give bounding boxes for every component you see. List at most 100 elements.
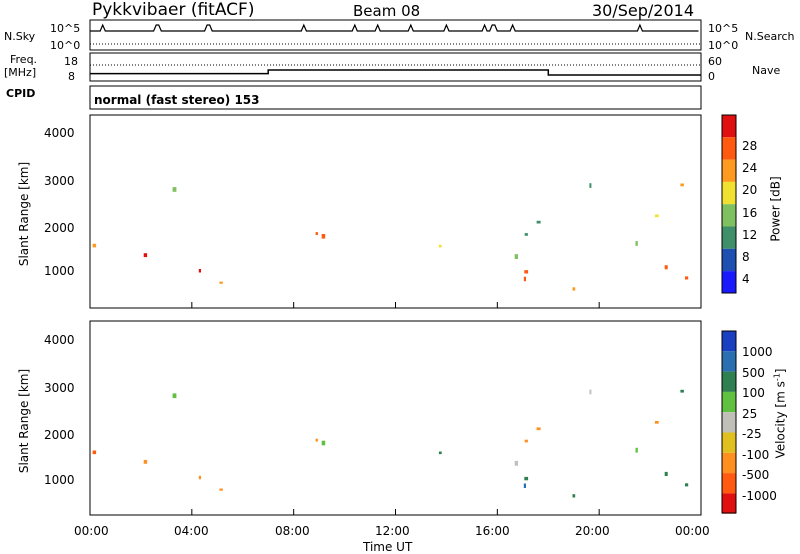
vel-cbar-tick: 500: [742, 366, 765, 380]
x-tick: 20:00: [575, 524, 610, 538]
power-colorbar-swatch: [722, 248, 736, 272]
power-colorbar-swatch: [722, 181, 736, 205]
vel-cbar-tick: -1000: [742, 489, 777, 503]
freq-unit-label: [MHz]: [4, 66, 37, 79]
beam-label: Beam 08: [353, 2, 421, 20]
x-tick: 00:00: [675, 524, 710, 538]
power-colorbar-frame: [721, 114, 737, 294]
velocity-cell: [219, 488, 223, 491]
power-cbar-tick: 24: [742, 161, 758, 175]
velocity-colorbar-swatch: [722, 371, 736, 392]
colorbars: [722, 115, 736, 514]
x-tick: 00:00: [74, 524, 109, 538]
x-tick: 12:00: [375, 524, 410, 538]
power-cell: [536, 220, 541, 224]
nsky-tick-bottom: 10^0: [50, 39, 81, 52]
power-panel: [92, 183, 689, 291]
nsearch-tick-top: 10^5: [708, 22, 739, 35]
velocity-cell: [685, 483, 689, 487]
power-colorbar-swatch: [722, 271, 736, 294]
velocity-cell: [523, 483, 526, 488]
power-ytick: 4000: [44, 126, 75, 140]
power-cell: [572, 287, 576, 291]
freq-tick-top: 18: [64, 55, 78, 68]
velocity-colorbar-swatch: [722, 351, 736, 372]
power-cell: [92, 243, 97, 248]
panel-frame: [89, 114, 702, 309]
power-cbar-tick: 16: [742, 206, 758, 220]
velocity-cell: [589, 389, 592, 395]
vel-cbar-tick: -500: [742, 468, 770, 482]
panel-frame: [89, 19, 702, 51]
velocity-colorbar-swatch: [722, 432, 736, 453]
panel-frame: [89, 52, 702, 82]
vel-ytick: 4000: [44, 333, 75, 347]
power-cbar-tick: 20: [742, 183, 758, 197]
velocity-colorbar-swatch: [722, 391, 736, 413]
velocity-panel: [92, 389, 689, 498]
velocity-cell: [315, 438, 318, 442]
nave-tick-top: 60: [708, 55, 722, 68]
power-colorbar-swatch: [722, 115, 736, 138]
velocity-colorbar-swatch: [722, 452, 736, 474]
velocity-colorbar-frame: [721, 330, 737, 514]
velocity-cell: [514, 460, 518, 466]
velocity-cell: [524, 476, 529, 481]
power-cell: [172, 187, 177, 192]
power-cell: [685, 276, 689, 280]
velocity-cell: [536, 427, 541, 431]
velocity-cell: [680, 389, 684, 393]
nsky-tick-top: 10^5: [50, 22, 81, 35]
vel-ytick: 3000: [44, 381, 75, 395]
velocity-cell: [143, 459, 148, 464]
x-axis-label: Time UT: [363, 540, 413, 554]
vel-cbar-tick: -25: [742, 427, 762, 441]
velocity-cell: [172, 393, 177, 399]
power-colorbar-swatch: [722, 204, 736, 227]
vel-cbar-tick: 25: [742, 407, 758, 421]
power-cell: [321, 234, 326, 239]
vel-ytick: 1000: [44, 473, 75, 487]
panel-frames: [89, 19, 737, 516]
nave-label: Nave: [752, 64, 781, 77]
nave-tick-bottom: 0: [708, 70, 715, 83]
power-cell: [664, 265, 668, 270]
power-cell: [523, 276, 526, 282]
velocity-cell: [198, 475, 201, 480]
cpid-label: CPID: [6, 87, 36, 100]
velocity-cell: [524, 439, 528, 443]
power-cbar-tick: 12: [742, 228, 758, 242]
freq-panel: [90, 64, 701, 76]
vel-cbar-tick: 100: [742, 386, 765, 400]
freq-label: Freq.: [10, 53, 38, 66]
power-cell: [524, 233, 528, 236]
power-cell: [654, 214, 659, 218]
cpid-text: normal (fast stereo) 153: [94, 93, 260, 107]
velocity-cell: [664, 471, 668, 476]
power-cbar-tick: 28: [742, 139, 758, 153]
velocity-cell: [654, 421, 659, 424]
frequency-line: [90, 69, 701, 76]
noise-sky-line: [90, 23, 699, 32]
velocity-cell: [635, 447, 638, 453]
freq-tick-bottom: 8: [68, 70, 75, 83]
station-title: Pykkvibaer (fitACF): [92, 0, 255, 20]
date-label: 30/Sep/2014: [592, 1, 695, 20]
power-cell: [589, 183, 592, 188]
velocity-cell: [572, 494, 576, 498]
velocity-cell: [321, 440, 326, 446]
power-colorbar-swatch: [722, 137, 736, 160]
power-cell: [524, 270, 529, 274]
vel-cbar-tick: 1000: [742, 345, 773, 359]
power-cell: [315, 232, 318, 235]
vel-cbar-tick: -100: [742, 448, 770, 462]
panel-frame: [89, 85, 702, 110]
power-ytick: 3000: [44, 174, 75, 188]
x-tick: 08:00: [275, 524, 310, 538]
power-colorbar-swatch: [722, 159, 736, 182]
nsearch-tick-bottom: 10^0: [708, 39, 739, 52]
power-cbar-tick: 8: [742, 250, 750, 264]
power-cell: [635, 241, 638, 246]
power-colorbar-swatch: [722, 226, 736, 249]
